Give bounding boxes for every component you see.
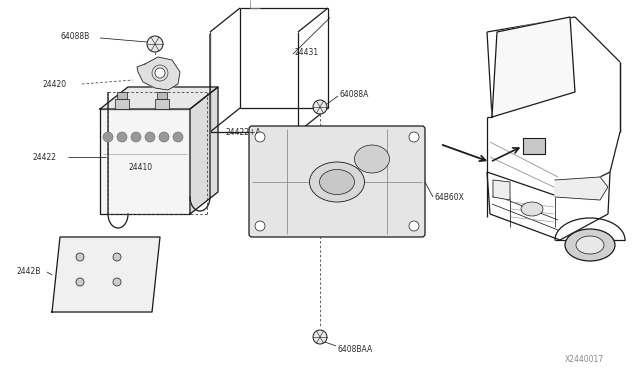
Text: 24410: 24410 <box>128 163 152 171</box>
Polygon shape <box>492 17 575 117</box>
Circle shape <box>159 132 169 142</box>
Circle shape <box>117 132 127 142</box>
FancyBboxPatch shape <box>249 126 425 237</box>
Circle shape <box>131 132 141 142</box>
Circle shape <box>255 221 265 231</box>
Text: 6408BAA: 6408BAA <box>338 346 373 355</box>
Ellipse shape <box>310 162 365 202</box>
Polygon shape <box>100 87 218 109</box>
Ellipse shape <box>521 202 543 216</box>
Circle shape <box>147 36 163 52</box>
Bar <box>117 92 127 99</box>
Circle shape <box>409 132 419 142</box>
Circle shape <box>409 221 419 231</box>
Ellipse shape <box>576 236 604 254</box>
Text: 2442B: 2442B <box>16 267 40 276</box>
Circle shape <box>313 100 327 114</box>
Text: 24431: 24431 <box>295 48 319 57</box>
Circle shape <box>103 132 113 142</box>
Polygon shape <box>493 180 510 200</box>
Polygon shape <box>52 237 160 312</box>
Text: 24420: 24420 <box>42 80 66 89</box>
Ellipse shape <box>319 170 355 195</box>
Circle shape <box>113 278 121 286</box>
Circle shape <box>313 330 327 344</box>
Circle shape <box>76 278 84 286</box>
Text: X2440017: X2440017 <box>565 356 604 365</box>
Circle shape <box>255 132 265 142</box>
Text: 64088A: 64088A <box>340 90 369 99</box>
Polygon shape <box>137 57 180 90</box>
Circle shape <box>173 132 183 142</box>
Bar <box>115 99 129 109</box>
Polygon shape <box>555 177 608 200</box>
Circle shape <box>113 253 121 261</box>
Bar <box>157 92 167 99</box>
Text: 24422: 24422 <box>32 153 56 161</box>
Circle shape <box>76 253 84 261</box>
Bar <box>155 99 169 109</box>
Text: 64088B: 64088B <box>60 32 89 41</box>
Circle shape <box>145 132 155 142</box>
Circle shape <box>155 68 165 78</box>
Text: 24422+A: 24422+A <box>225 128 260 137</box>
Ellipse shape <box>565 229 615 261</box>
Text: 64B60X: 64B60X <box>435 192 465 202</box>
Bar <box>523 138 545 154</box>
Bar <box>100 109 190 214</box>
Polygon shape <box>190 87 218 214</box>
Ellipse shape <box>355 145 390 173</box>
